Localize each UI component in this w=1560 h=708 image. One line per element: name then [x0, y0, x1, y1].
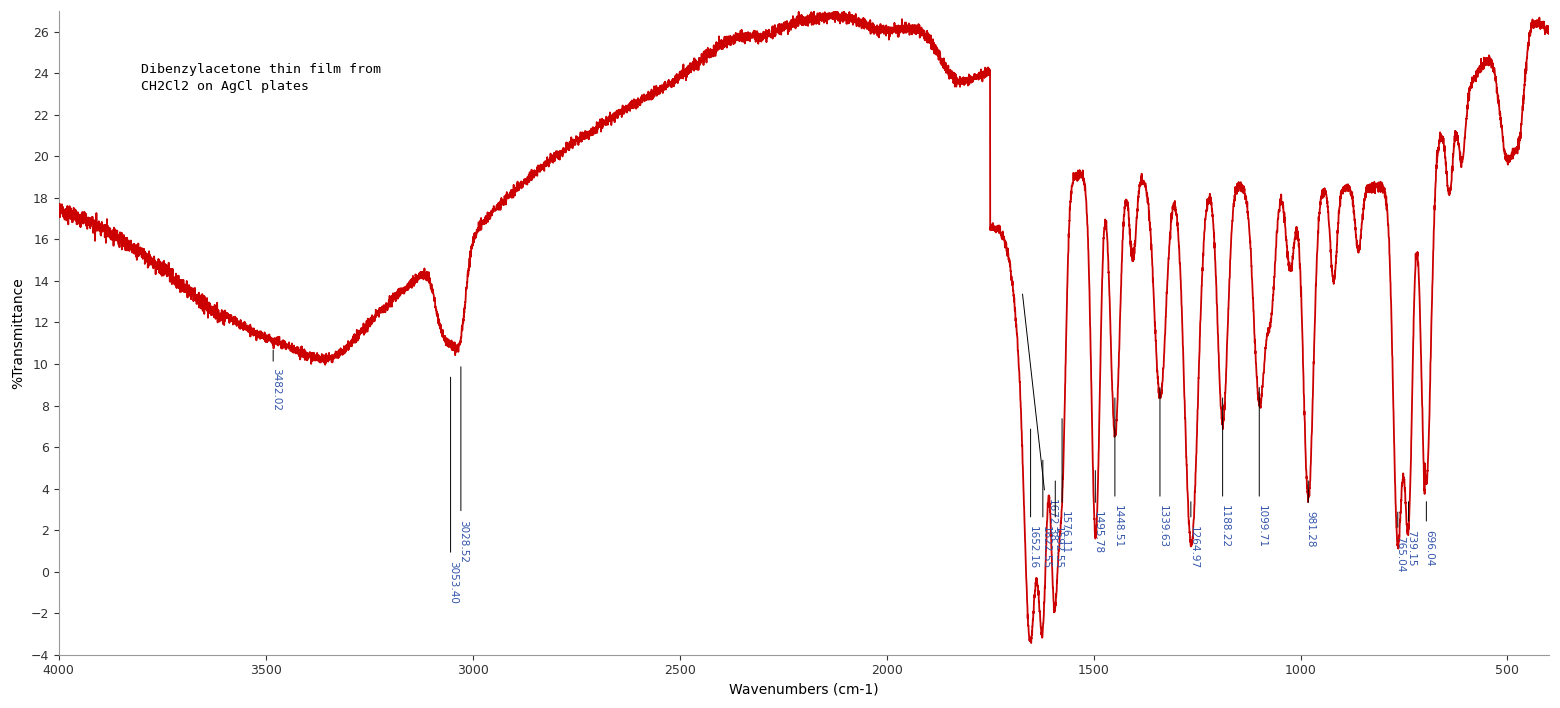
X-axis label: Wavenumbers (cm-1): Wavenumbers (cm-1) — [729, 683, 878, 697]
Text: 981.28: 981.28 — [1306, 511, 1315, 548]
Text: 1339.63: 1339.63 — [1158, 505, 1167, 548]
Text: 1672.38: 1672.38 — [1047, 499, 1058, 542]
Text: 1622.55: 1622.55 — [1041, 526, 1050, 569]
Text: 1264.97: 1264.97 — [1189, 526, 1198, 569]
Text: 1099.71: 1099.71 — [1257, 505, 1267, 548]
Text: 696.04: 696.04 — [1424, 530, 1434, 566]
Text: 765.04: 765.04 — [1395, 536, 1406, 573]
Text: 1576.11: 1576.11 — [1059, 511, 1070, 554]
Text: 1495.78: 1495.78 — [1094, 511, 1103, 554]
Text: Dibenzylacetone thin film from
CH2Cl2 on AgCl plates: Dibenzylacetone thin film from CH2Cl2 on… — [140, 62, 381, 93]
Text: 1188.22: 1188.22 — [1220, 505, 1231, 548]
Text: 1592.55: 1592.55 — [1053, 526, 1062, 569]
Text: 739.15: 739.15 — [1406, 530, 1416, 566]
Text: 3053.40: 3053.40 — [448, 561, 459, 604]
Y-axis label: %Transmittance: %Transmittance — [11, 277, 25, 389]
Text: 1448.51: 1448.51 — [1112, 505, 1122, 548]
Text: 3028.52: 3028.52 — [459, 520, 468, 563]
Text: 3482.02: 3482.02 — [271, 368, 281, 411]
Text: 1652.16: 1652.16 — [1028, 526, 1037, 569]
